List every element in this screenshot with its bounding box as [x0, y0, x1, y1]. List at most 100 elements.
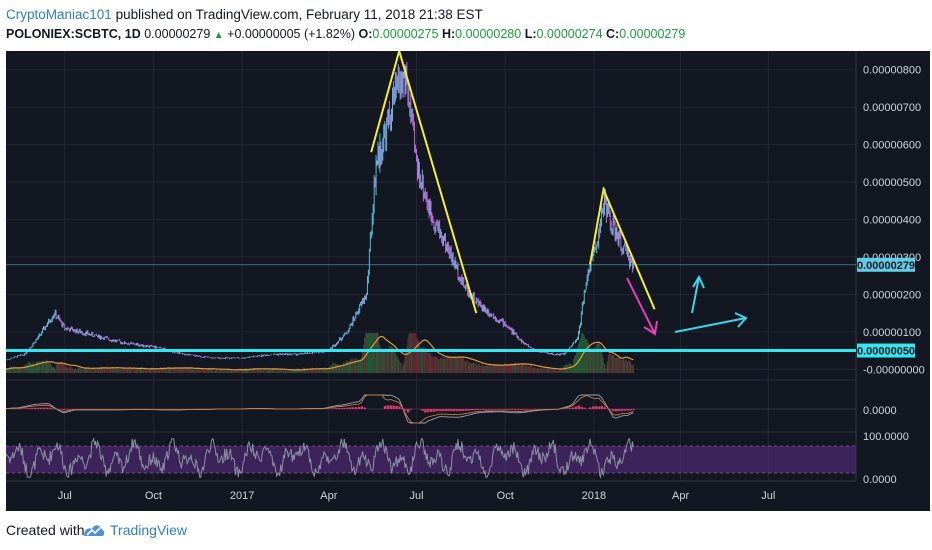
oscillator-histogram-bar [447, 409, 450, 412]
oscillator-histogram-bar [505, 409, 508, 410]
oscillator-histogram-bar [589, 407, 592, 409]
oscillator-histogram-bar [493, 409, 497, 410]
oscillator-histogram-bar [502, 409, 505, 410]
oscillator-histogram-bar [612, 409, 615, 412]
oscillator-histogram-bar [406, 409, 410, 413]
price-tick-label: 0.00000500 [863, 177, 921, 189]
oscillator-histogram-bar [597, 406, 601, 409]
oscillator-pane [6, 394, 856, 424]
support-price-label: 0.00000050 [857, 346, 915, 358]
time-tick-label: Jul [58, 490, 72, 502]
author-link[interactable]: CryptoManiac101 [6, 7, 112, 22]
high-label: H: [441, 27, 456, 41]
oscillator-histogram-bar [401, 408, 404, 409]
magenta-down-arrow[interactable] [626, 277, 658, 336]
oscillator-histogram-bar [427, 409, 430, 413]
close-label: C: [606, 27, 620, 41]
low-label: L: [524, 27, 537, 41]
oscillator-histogram-bar [432, 409, 436, 412]
trend-triangle-2[interactable] [589, 186, 656, 310]
oscillator-histogram-bar [609, 409, 612, 410]
oscillator-histogram-bar [65, 409, 69, 410]
oscillator-histogram-bar [580, 406, 583, 409]
oscillator-histogram-bar [430, 409, 433, 412]
oscillator-histogram-bar [513, 409, 517, 411]
rsi-axis-top-label: 100.0000 [863, 431, 909, 443]
trend-triangle-1[interactable] [370, 51, 478, 314]
oscillator-histogram-bar [33, 407, 37, 409]
publish-line: CryptoManiac101 published on TradingView… [6, 7, 483, 22]
time-tick-label: 2018 [582, 490, 606, 502]
chart-footer: Created with TradingView [0, 511, 932, 550]
oscillator-histogram-bar [346, 407, 349, 409]
tradingview-logo-icon[interactable] [82, 520, 106, 540]
oscillator-histogram-bar [351, 407, 355, 409]
oscillator-histogram-bar [45, 407, 48, 409]
time-tick-label: Apr [320, 490, 337, 502]
candles [6, 61, 634, 361]
price-axis[interactable]: 0.00000800 0.00000700 0.00000600 0.00000500… [863, 65, 925, 377]
oscillator-histogram-bar [623, 409, 627, 411]
oscillator-histogram-bar [383, 405, 387, 409]
oscillator-histogram-bar [568, 408, 572, 409]
oscillator-histogram-bar [62, 409, 66, 411]
oscillator-histogram-bar [31, 407, 34, 409]
oscillator-histogram-bar [496, 409, 499, 410]
oscillator-histogram-bar [490, 409, 494, 410]
oscillator-histogram-bar [476, 409, 479, 411]
oscillator-histogram-bar [522, 409, 526, 410]
oscillator-histogram-bar [458, 409, 462, 412]
oscillator-histogram-bar [467, 409, 471, 411]
oscillator-histogram-bar [392, 405, 395, 409]
oscillator-histogram-bar [51, 408, 54, 409]
oscillator-histogram-bar [453, 409, 456, 412]
oscillator-histogram-bar [615, 409, 618, 412]
time-tick-label: 2017 [230, 490, 254, 502]
oscillator-histogram-bar [482, 409, 485, 410]
time-axis[interactable]: Jul Oct 2017 Apr Jul Oct 2018 Apr Jul [58, 490, 776, 502]
oscillator-histogram-bar [28, 408, 31, 409]
rsi-axis-bottom-label: 0.0000 [863, 474, 897, 486]
oscillator-histogram-bar [479, 409, 482, 410]
current-price-tag: 0.00000279 [857, 257, 915, 272]
oscillator-histogram-bar [386, 405, 390, 409]
volume-ma-line [6, 335, 634, 371]
tradingview-brand[interactable]: TradingView [110, 522, 188, 538]
oscillator-histogram-bar [473, 409, 476, 411]
oscillator-histogram-bar [617, 409, 621, 412]
oscillator-histogram-bar [438, 409, 442, 412]
oscillator-line-slow [6, 394, 634, 424]
oscillator-histogram-bar [577, 405, 580, 409]
oscillator-histogram-bar [600, 405, 604, 409]
oscillator-histogram-bar [48, 407, 51, 409]
oscillator-histogram-bar [603, 407, 606, 409]
oscillator-histogram-bar [331, 408, 335, 409]
oscillator-histogram-bar [528, 409, 531, 410]
oscillator-histogram-bar [583, 407, 586, 409]
open-value: 0.00000275 [372, 27, 439, 41]
chart-area[interactable]: 0.00000800 0.00000700 0.00000600 0.00000500… [6, 51, 930, 511]
oscillator-histogram-bar [571, 407, 575, 409]
oscillator-histogram-bar [59, 409, 63, 410]
cyan-right-arrow[interactable] [674, 312, 748, 333]
created-with-text: Created with [6, 522, 85, 538]
cyan-up-arrow[interactable] [691, 274, 705, 314]
oscillator-histogram-bar [22, 408, 25, 409]
open-label: O: [358, 27, 373, 41]
oscillator-histogram-bar [328, 408, 332, 409]
oscillator-histogram-bar [499, 409, 502, 410]
oscillator-histogram-bar [343, 407, 346, 409]
oscillator-histogram-bar [403, 409, 407, 411]
time-tick-label: Oct [145, 490, 162, 502]
ohlc-line: POLONIEX:SCBTC, 1D 0.00000279 ▲ +0.00000… [6, 27, 685, 41]
oscillator-histogram-bar [574, 406, 578, 409]
oscillator-histogram-bar [464, 409, 468, 411]
oscillator-histogram-bar [591, 406, 595, 409]
price-chart[interactable]: 0.00000800 0.00000700 0.00000600 0.00000500… [6, 51, 930, 511]
oscillator-histogram-bar [565, 408, 569, 409]
oscillator-axis-label: 0.0000 [863, 405, 897, 417]
price-tick-label: 0.00000200 [863, 289, 921, 301]
oscillator-histogram-bar [525, 409, 528, 410]
oscillator-histogram-bar [360, 406, 364, 409]
oscillator-histogram-bar [594, 406, 598, 409]
